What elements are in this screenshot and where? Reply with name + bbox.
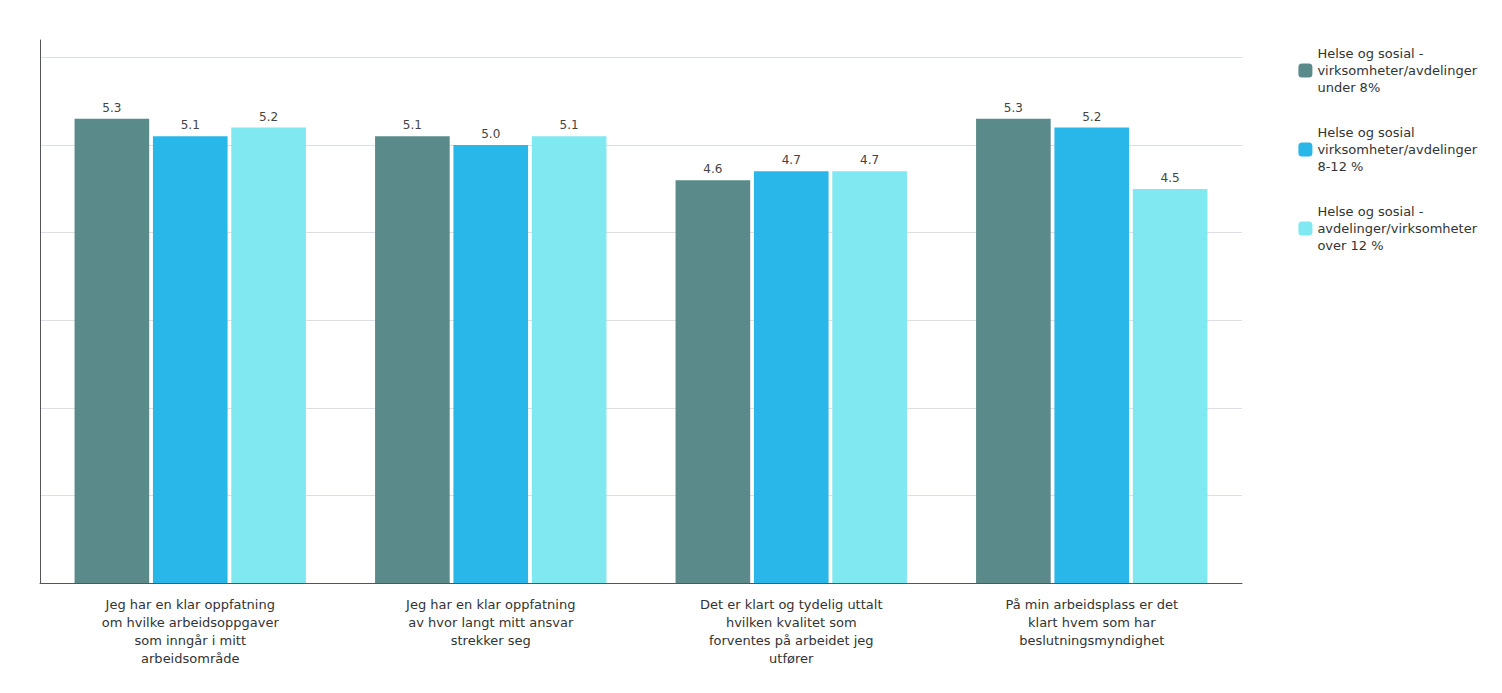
svg-text:5.3: 5.3 (1004, 101, 1023, 115)
svg-text:8-12 %: 8-12 % (1317, 159, 1363, 174)
svg-text:Jeg har en klar oppfatning: Jeg har en klar oppfatning (405, 597, 575, 612)
svg-text:5.0: 5.0 (481, 127, 500, 141)
svg-text:forventes på arbeidet jeg: forventes på arbeidet jeg (709, 633, 874, 648)
svg-text:4.7: 4.7 (782, 153, 801, 167)
svg-text:over 12 %: over 12 % (1317, 238, 1383, 253)
svg-text:arbeidsområde: arbeidsområde (141, 651, 239, 666)
svg-text:klart hvem som har: klart hvem som har (1028, 615, 1156, 630)
svg-text:virksomheter/avdelinger: virksomheter/avdelinger (1317, 63, 1477, 78)
svg-text:Helse og sosial: Helse og sosial (1317, 125, 1414, 140)
svg-text:5.1: 5.1 (560, 118, 579, 132)
svg-text:utfører: utfører (769, 651, 814, 666)
svg-text:avdelinger/virksomheter: avdelinger/virksomheter (1317, 221, 1477, 236)
svg-text:5.2: 5.2 (1082, 110, 1101, 124)
svg-text:5.1: 5.1 (181, 118, 200, 132)
svg-text:under 8%: under 8% (1317, 80, 1380, 95)
svg-text:virksomheter/avdelinger: virksomheter/avdelinger (1317, 142, 1477, 157)
svg-text:hvilken kvalitet som: hvilken kvalitet som (726, 615, 857, 630)
svg-text:4.7: 4.7 (860, 153, 879, 167)
svg-text:av hvor langt mitt ansvar: av hvor langt mitt ansvar (408, 615, 574, 630)
svg-text:Jeg har en klar oppfatning: Jeg har en klar oppfatning (105, 597, 275, 612)
svg-text:som inngår i mitt: som inngår i mitt (134, 633, 246, 648)
svg-text:5.2: 5.2 (259, 110, 278, 124)
svg-text:4.5: 4.5 (1161, 171, 1180, 185)
svg-text:På min arbeidsplass er det: På min arbeidsplass er det (1005, 597, 1178, 612)
svg-text:beslutningsmyndighet: beslutningsmyndighet (1019, 633, 1164, 648)
svg-text:5.1: 5.1 (403, 118, 422, 132)
svg-text:om hvilke arbeidsoppgaver: om hvilke arbeidsoppgaver (102, 615, 280, 630)
svg-text:Det er klart og tydelig uttalt: Det er klart og tydelig uttalt (700, 597, 883, 612)
svg-text:strekker seg: strekker seg (451, 633, 531, 648)
svg-text:Helse og sosial -: Helse og sosial - (1317, 204, 1423, 219)
svg-text:Helse og sosial -: Helse og sosial - (1317, 46, 1423, 61)
svg-text:5.3: 5.3 (102, 101, 121, 115)
svg-text:4.6: 4.6 (703, 162, 722, 176)
